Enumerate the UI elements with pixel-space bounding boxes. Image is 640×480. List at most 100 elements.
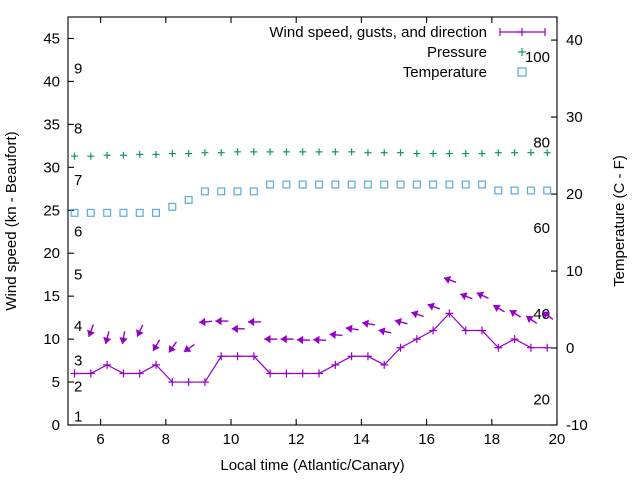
y2-tick-label: -10 [566,417,588,434]
legend-label-0: Wind speed, gusts, and direction [269,24,487,41]
temperature-marker [429,180,438,189]
temperature-marker [412,180,421,189]
y2-tick-label: 30 [566,109,583,126]
wind-speed-marker [168,378,177,387]
temperature-marker [445,180,454,189]
wind-direction-arrow [509,309,522,318]
wind-speed-marker [152,360,161,369]
fahrenheit-scale-label: 60 [533,220,550,237]
wind-direction-arrow [136,324,144,337]
beaufort-scale-label: 3 [74,353,82,370]
beaufort-scale-label: 4 [74,318,82,335]
pressure-marker [494,149,502,157]
temperature-marker [543,186,552,195]
y-tick-label: 10 [43,331,60,348]
x-tick-label: 10 [223,431,240,448]
pressure-marker [445,150,453,158]
beaufort-scale-label: 9 [74,61,82,78]
wind-direction-arrow [119,331,128,345]
wind-direction-arrow [215,316,229,326]
y-tick-label: 35 [43,116,60,133]
wind-direction-arrow [525,315,538,325]
pressure-marker [185,150,193,158]
y-tick-label: 20 [43,245,60,262]
wind-direction-arrow [264,334,278,344]
wind-speed-marker [119,369,128,378]
wind-speed-marker [103,360,112,369]
pressure-marker [103,151,111,159]
pressure-marker [527,149,535,157]
x-tick-label: 6 [96,431,104,448]
temperature-marker [526,186,535,195]
temperature-marker [510,186,519,195]
wind-direction-arrow [460,292,473,301]
wind-direction-arrow [199,317,213,327]
wind-speed-marker [249,352,258,361]
x-tick-label: 8 [162,431,170,448]
temperature-marker [461,180,470,189]
temperature-marker [315,180,324,189]
legend-symbol-temperature [517,67,527,77]
x-tick-label: 14 [353,431,370,448]
y2-tick-label: 0 [566,340,574,357]
fahrenheit-scale-label: 100 [525,49,550,66]
wind-direction-arrow [329,330,343,340]
y-tick-label: 30 [43,159,60,176]
pressure-marker [331,148,339,156]
wind-direction-arrow [183,343,195,353]
pressure-marker [234,148,242,156]
pressure-marker [315,148,323,156]
x-tick-label: 12 [288,431,305,448]
y2-tick-label: 20 [566,186,583,203]
fahrenheit-scale-label: 40 [533,306,550,323]
wind-speed-marker [86,369,95,378]
wind-direction-arrow [280,334,294,344]
wind-direction-arrow [476,291,489,300]
temperature-marker [135,208,144,217]
wind-speed-marker [282,369,291,378]
wind-direction-arrow [168,341,177,353]
wind-direction-arrow [313,335,327,345]
wind-speed-marker [478,326,487,335]
beaufort-scale-label: 8 [74,121,82,138]
x-tick-label: 20 [549,431,566,448]
x-tick-label: 16 [418,431,435,448]
wind-speed-marker [510,335,519,344]
pressure-marker [511,149,519,157]
wind-speed-marker [526,343,535,352]
y-tick-label: 15 [43,288,60,305]
pressure-marker [543,149,551,157]
wind-speed-marker [217,352,226,361]
plot-frame [67,16,558,426]
pressure-marker [136,150,144,158]
wind-speed-marker [135,369,144,378]
y-tick-label: 5 [52,374,60,391]
wind-direction-arrow [411,310,424,319]
legend-symbol-wind-marker [518,28,526,36]
y-axis-title: Wind speed (kn - Beaufort) [3,131,20,310]
wind-direction-arrow [394,317,408,327]
wind-speed-marker [396,343,405,352]
wind-speed-marker [347,352,356,361]
y2-axis-title: Temperature (C - F) [611,155,628,287]
pressure-marker [71,152,79,160]
beaufort-scale-label: 6 [74,224,82,241]
pressure-marker [282,148,290,156]
wind-direction-arrow [231,324,245,333]
wind-direction-arrow [542,310,554,320]
wind-direction-arrow [443,276,457,284]
wind-speed-marker [543,343,552,352]
wind-speed-marker [331,360,340,369]
pressure-marker [168,150,176,158]
wind-direction-arrow [362,319,376,328]
wind-speed-marker [429,326,438,335]
legend-label-1: Pressure [427,44,487,61]
temperature-marker [478,180,487,189]
wind-speed-marker [184,378,193,387]
y2-tick-label: 40 [566,32,583,49]
pressure-marker [478,150,486,158]
pressure-marker [152,150,160,158]
temperature-marker [200,187,209,196]
y-tick-label: 0 [52,417,60,434]
wind-direction-arrow [103,331,112,345]
